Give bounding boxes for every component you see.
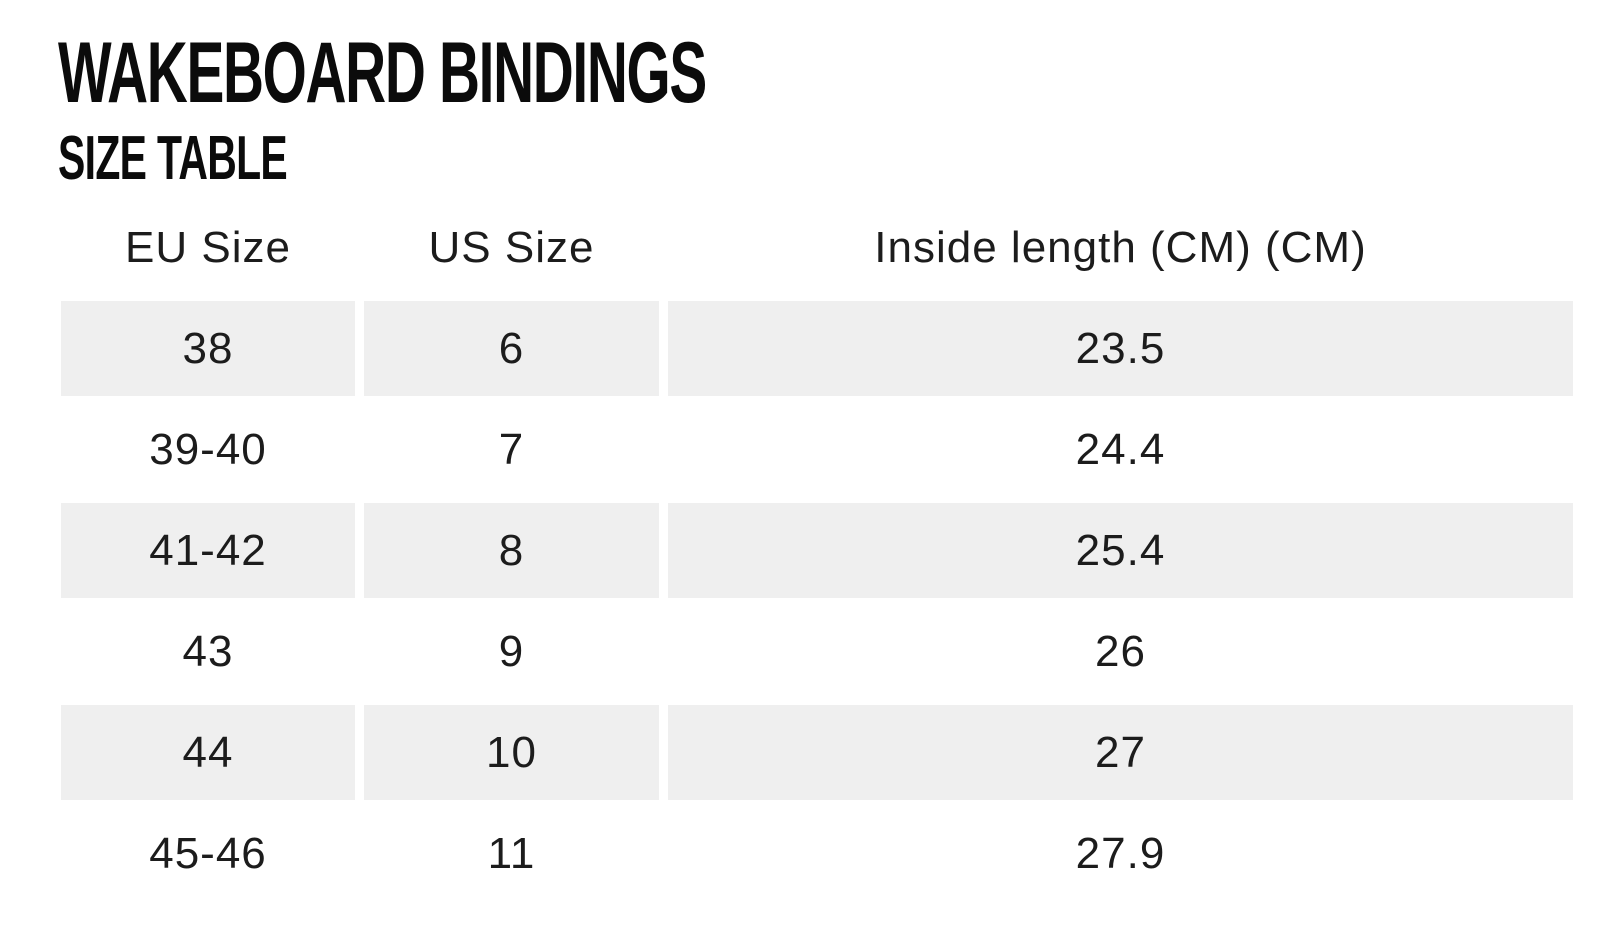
page-title: WAKEBOARD BINDINGS: [58, 25, 707, 121]
table-cell-row0-col0: 38: [61, 301, 355, 396]
table-cell-row4-col2: 27: [668, 705, 1573, 800]
table-cell-row4-col0: 44: [61, 705, 355, 800]
table-cell-row3-col1: 9: [364, 604, 659, 699]
table-cell-row1-col0: 39-40: [61, 402, 355, 497]
table-cell-row1-col1: 7: [364, 402, 659, 497]
table-cell-row5-col0: 45-46: [61, 806, 355, 901]
table-cell-row1-col2: 24.4: [668, 402, 1573, 497]
column-header-inside-length-cm-cm: Inside length (CM) (CM): [668, 200, 1573, 295]
table-cell-row5-col2: 27.9: [668, 806, 1573, 901]
table-cell-row3-col2: 26: [668, 604, 1573, 699]
column-header-eu-size: EU Size: [61, 200, 355, 295]
table-cell-row0-col2: 23.5: [668, 301, 1573, 396]
table-cell-row0-col1: 6: [364, 301, 659, 396]
table-cell-row2-col1: 8: [364, 503, 659, 598]
size-table: EU Size US Size Inside length (CM) (CM) 38 6…: [61, 200, 1573, 901]
table-cell-row4-col1: 10: [364, 705, 659, 800]
table-cell-row2-col2: 25.4: [668, 503, 1573, 598]
table-cell-row2-col0: 41-42: [61, 503, 355, 598]
column-header-us-size: US Size: [364, 200, 659, 295]
page-subtitle: SIZE TABLE: [58, 124, 288, 193]
table-cell-row5-col1: 11: [364, 806, 659, 901]
title-block: WAKEBOARD BINDINGS SIZE TABLE: [58, 30, 1040, 190]
table-cell-row3-col0: 43: [61, 604, 355, 699]
